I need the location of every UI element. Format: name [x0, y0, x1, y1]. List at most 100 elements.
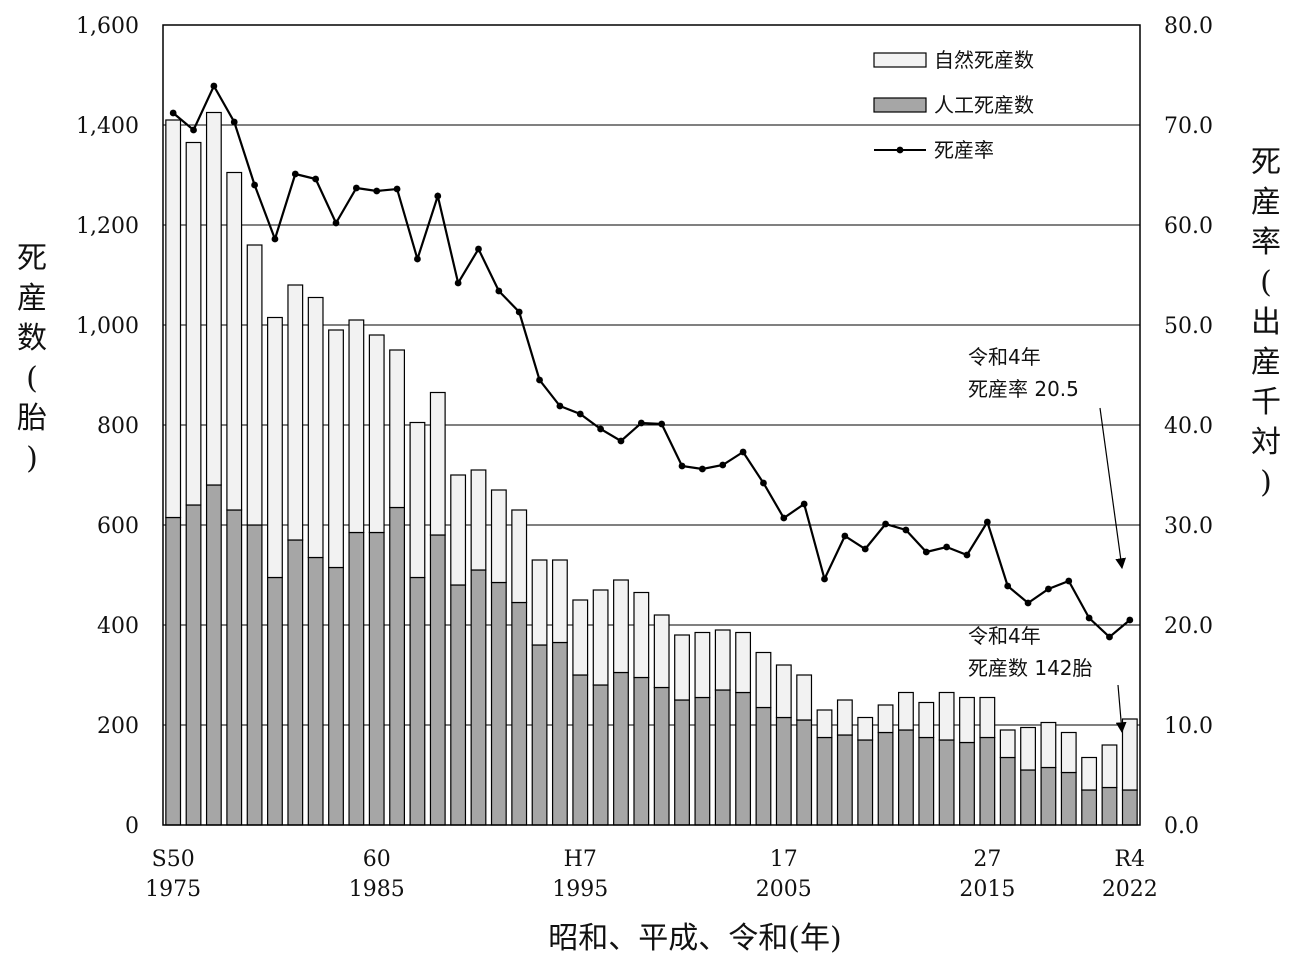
rate-point	[495, 287, 503, 295]
rate-point	[271, 235, 279, 243]
bar-artificial	[938, 739, 955, 826]
axis-title-char: 産	[1251, 345, 1281, 380]
rate-point	[983, 518, 991, 526]
rate-point	[617, 437, 625, 445]
bar-natural	[999, 729, 1016, 759]
bar-artificial	[531, 644, 548, 826]
bar-natural	[796, 674, 813, 721]
bar-artificial	[409, 576, 426, 826]
bar-artificial	[1101, 786, 1118, 826]
bar-natural	[735, 631, 752, 694]
bar-natural	[877, 704, 894, 734]
bar-artificial	[959, 741, 975, 826]
annotation-rate-line1: 令和4年	[968, 345, 1041, 369]
left-tick-label: 1,000	[76, 314, 139, 339]
bar-natural	[613, 579, 629, 674]
rate-point	[393, 185, 401, 193]
left-axis-ticks: 0 200 400 600 800 1,000 1,200 1,400 1,600	[76, 14, 139, 839]
axis-title-char: 出	[1251, 305, 1281, 340]
bar-natural	[1121, 718, 1138, 791]
bar-natural	[348, 319, 365, 534]
bar-artificial	[613, 671, 629, 826]
rate-point	[637, 419, 645, 427]
bar-natural	[816, 709, 833, 739]
bar-artificial	[755, 706, 772, 826]
bar-artificial	[429, 534, 446, 826]
bar-artificial	[368, 531, 385, 826]
rate-point	[780, 514, 788, 522]
axis-title-char: 千	[1251, 385, 1281, 420]
rate-point	[719, 461, 727, 469]
axis-title-char: (	[26, 361, 38, 396]
rate-point	[576, 410, 584, 418]
rate-point	[963, 551, 971, 559]
axis-title-char: 産	[1251, 185, 1281, 220]
x-tick-year: 2022	[1102, 877, 1158, 902]
bar-artificial	[267, 576, 283, 826]
bar-natural	[450, 474, 467, 586]
rate-point	[943, 543, 951, 551]
x-tick-year: 2005	[756, 877, 812, 902]
bar-natural	[389, 349, 406, 509]
bar-natural	[429, 391, 446, 536]
bar-natural	[368, 334, 385, 534]
bars	[165, 111, 1138, 826]
bar-natural	[1060, 731, 1077, 774]
rate-point	[251, 181, 258, 189]
annotation-count-line1: 令和4年	[968, 624, 1041, 648]
rate-point	[698, 465, 706, 473]
bar-artificial	[653, 686, 670, 826]
bar-natural	[1040, 721, 1057, 769]
bar-artificial	[999, 756, 1016, 826]
bar-artificial	[714, 689, 731, 826]
bar-natural	[755, 651, 772, 709]
bar-artificial	[1081, 789, 1098, 826]
bar-natural	[409, 421, 426, 579]
bar-artificial	[287, 539, 304, 826]
bar-natural	[490, 489, 507, 584]
rate-point	[861, 545, 869, 553]
bar-artificial	[246, 524, 263, 826]
rate-point	[902, 526, 910, 534]
rate-point	[373, 187, 381, 195]
bar-artificial	[979, 736, 996, 826]
rate-point	[1045, 585, 1052, 593]
rate-point	[1085, 614, 1093, 622]
rate-point	[312, 175, 320, 183]
bar-natural	[572, 599, 589, 676]
bar-natural	[185, 141, 202, 506]
right-tick-label: 10.0	[1164, 714, 1213, 739]
bar-natural	[551, 559, 568, 644]
bar-natural	[267, 316, 283, 579]
bar-natural	[959, 696, 975, 744]
bar-natural	[1101, 744, 1118, 789]
rate-point	[1126, 616, 1134, 624]
x-axis-title: 昭和、平成、令和(年)	[548, 921, 841, 956]
annotation-count-arrow	[1115, 684, 1127, 734]
legend-label: 人工死産数	[934, 93, 1034, 117]
bar-natural	[897, 691, 914, 731]
bar-artificial	[633, 676, 650, 826]
right-axis-ticks: 0.0 10.0 20.0 30.0 40.0 50.0 60.0 70.0 80.0	[1164, 14, 1213, 839]
right-tick-label: 70.0	[1164, 114, 1213, 139]
bar-artificial	[1040, 766, 1057, 826]
bar-natural	[592, 589, 609, 686]
rate-point	[597, 425, 605, 433]
bar-artificial	[205, 484, 222, 826]
bar-natural	[836, 699, 853, 736]
bar-natural	[165, 119, 182, 519]
bar-artificial	[572, 674, 589, 826]
bar-artificial	[551, 641, 568, 826]
right-tick-label: 40.0	[1164, 414, 1213, 439]
rate-point	[760, 479, 767, 487]
bar-artificial	[1020, 769, 1036, 826]
bar-natural	[694, 631, 711, 699]
bar-natural	[307, 296, 324, 559]
bar-natural	[246, 244, 263, 526]
axis-title-char: 産	[17, 281, 47, 316]
left-tick-label: 1,600	[76, 14, 139, 39]
bar-natural	[511, 509, 528, 604]
axis-title-char: 対	[1251, 425, 1281, 460]
x-axis-ticks: S50 1975 60 1985 H7 1995 17 2005 27 2015 R4 2022	[145, 847, 1158, 902]
